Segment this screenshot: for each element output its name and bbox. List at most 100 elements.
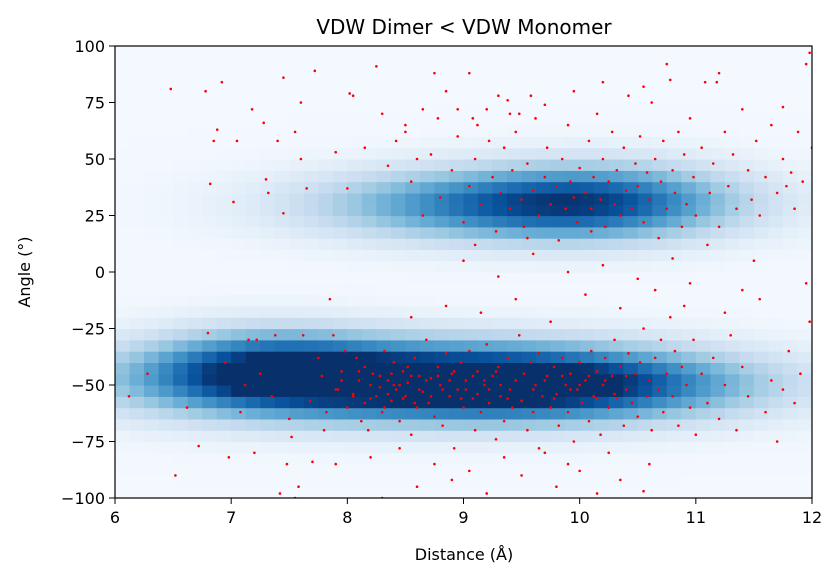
heatmap-cell (463, 385, 479, 397)
heatmap-cell (753, 249, 770, 262)
heatmap-cell (361, 91, 377, 104)
heatmap-cell (797, 475, 812, 488)
heatmap-cell (303, 272, 319, 284)
heatmap-cell (492, 238, 508, 250)
scatter-point (433, 71, 436, 75)
scatter-point (781, 105, 785, 109)
scatter-point (619, 214, 622, 217)
heatmap-cell (144, 192, 160, 205)
scatter-point (401, 397, 405, 400)
heatmap-cell (565, 125, 581, 137)
scatter-point (566, 462, 570, 466)
heatmap-cell (332, 441, 348, 454)
heatmap-cell (405, 464, 421, 476)
scatter-point (615, 169, 619, 172)
heatmap-cell (797, 407, 812, 420)
heatmap-cell (115, 430, 131, 443)
heatmap-cell (695, 362, 711, 375)
heatmap-cell (695, 475, 711, 488)
heatmap-cell (652, 46, 668, 58)
heatmap-cell (332, 305, 348, 318)
heatmap-cell (637, 407, 653, 420)
heatmap-cell (565, 418, 581, 431)
heatmap-cell (565, 328, 581, 341)
heatmap-cell (710, 441, 726, 454)
heatmap-cell (347, 125, 363, 137)
heatmap-cell (637, 486, 653, 498)
heatmap-cell (695, 226, 711, 239)
heatmap-cell (347, 204, 363, 217)
heatmap-cell (739, 260, 755, 273)
heatmap-cell (652, 430, 668, 443)
scatter-point (487, 401, 491, 405)
scatter-point (731, 153, 735, 156)
heatmap-cell (158, 294, 174, 307)
heatmap-cell (318, 452, 334, 465)
heatmap-cell (594, 418, 610, 431)
heatmap-cell (419, 486, 436, 498)
heatmap-cell (463, 125, 479, 137)
scatter-point (406, 365, 410, 369)
heatmap-cell (666, 418, 682, 431)
heatmap-cell (274, 294, 290, 307)
heatmap-cell (521, 57, 537, 70)
heatmap-cell (521, 373, 537, 386)
heatmap-cell (550, 452, 566, 465)
heatmap-cell (332, 283, 348, 296)
heatmap-cell (419, 46, 436, 58)
scatter-point (282, 76, 285, 79)
heatmap-cell (521, 418, 537, 431)
heatmap-cell (332, 192, 348, 205)
x-axis-label: Distance (Å) (415, 545, 513, 564)
scatter-point (212, 139, 216, 143)
heatmap-cell (347, 339, 363, 352)
heatmap-cell (390, 294, 407, 307)
heatmap-cell (594, 238, 610, 250)
heatmap-cell (579, 351, 595, 363)
heatmap-cell (202, 226, 218, 239)
heatmap-cell (695, 215, 711, 228)
heatmap-cell (695, 113, 711, 126)
heatmap-cell (565, 204, 581, 217)
scatter-point (587, 419, 591, 423)
heatmap-cell (332, 373, 348, 386)
heatmap-cell (332, 475, 348, 488)
heatmap-cell (303, 215, 319, 228)
scatter-point (392, 383, 396, 387)
heatmap-cell (158, 57, 174, 70)
scatter-point (706, 401, 709, 405)
scatter-point (174, 474, 177, 477)
heatmap-cell (666, 486, 682, 498)
heatmap-cell (332, 79, 348, 92)
heatmap-cell (594, 385, 610, 397)
scatter-point (415, 157, 419, 161)
heatmap-cell (608, 215, 624, 228)
scatter-point (421, 390, 425, 394)
scatter-point (537, 352, 541, 355)
scatter-point (650, 428, 653, 432)
heatmap-cell (390, 215, 407, 228)
heatmap-cell (753, 226, 770, 239)
heatmap-cell (158, 339, 174, 352)
heatmap-cell (245, 204, 261, 217)
heatmap-cell (318, 249, 334, 262)
heatmap-cell (666, 238, 682, 250)
heatmap-cell (216, 328, 232, 341)
heatmap-cell (652, 272, 668, 284)
heatmap-cell (448, 339, 465, 352)
heatmap-cell (724, 272, 740, 284)
heatmap-cell (231, 407, 247, 420)
heatmap-cell (739, 418, 755, 431)
heatmap-cell (289, 339, 305, 352)
scatter-point (450, 478, 454, 482)
scatter-point (517, 333, 521, 337)
heatmap-cell (739, 136, 755, 149)
heatmap-cell (768, 407, 784, 420)
scatter-point (682, 153, 686, 156)
heatmap-cell (536, 102, 552, 115)
heatmap-cell (521, 351, 537, 363)
heatmap-cell (129, 181, 145, 194)
heatmap-cell (260, 283, 276, 296)
heatmap-cell (144, 113, 160, 126)
heatmap-cell (536, 464, 552, 476)
